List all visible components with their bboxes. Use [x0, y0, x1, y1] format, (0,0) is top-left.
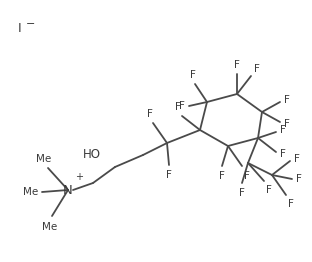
Text: −: − — [26, 19, 35, 29]
Text: +: + — [75, 172, 83, 182]
Text: F: F — [294, 154, 300, 164]
Text: F: F — [175, 102, 181, 112]
Text: F: F — [166, 170, 172, 180]
Text: F: F — [284, 119, 290, 129]
Text: HO: HO — [83, 149, 101, 161]
Text: F: F — [219, 171, 225, 181]
Text: F: F — [179, 101, 185, 111]
Text: Me: Me — [23, 187, 38, 197]
Text: N: N — [63, 183, 73, 196]
Text: F: F — [234, 60, 240, 70]
Text: F: F — [280, 149, 286, 159]
Text: F: F — [190, 70, 196, 80]
Text: F: F — [147, 109, 153, 119]
Text: F: F — [266, 185, 272, 195]
Text: F: F — [296, 174, 302, 184]
Text: F: F — [254, 64, 260, 74]
Text: F: F — [284, 95, 290, 105]
Text: F: F — [280, 125, 286, 135]
Text: F: F — [244, 171, 250, 181]
Text: Me: Me — [37, 154, 51, 164]
Text: F: F — [239, 188, 245, 198]
Text: F: F — [288, 199, 294, 209]
Text: Me: Me — [42, 222, 58, 232]
Text: I: I — [18, 21, 22, 35]
